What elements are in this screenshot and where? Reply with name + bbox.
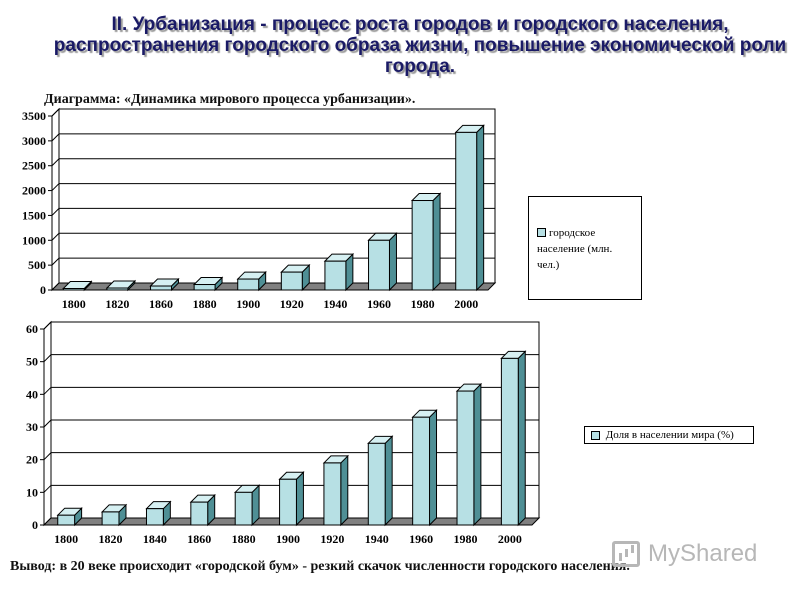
x-tick-label: 1900 — [236, 297, 260, 311]
y-tick-label: 0 — [32, 518, 38, 532]
bar — [280, 271, 303, 291]
y-tick-label: 30 — [26, 420, 38, 434]
bar — [500, 357, 519, 526]
y-tick-label: 2000 — [22, 184, 46, 198]
bar — [323, 462, 342, 526]
y-tick-label: 10 — [26, 485, 38, 499]
bar-side — [429, 408, 438, 527]
bar — [456, 390, 475, 526]
x-tick-label: 1920 — [320, 532, 344, 546]
y-tick-label: 2500 — [22, 159, 46, 173]
bar-side — [340, 454, 349, 527]
x-tick-label: 1820 — [99, 532, 123, 546]
watermark-logo: MyShared — [612, 538, 800, 578]
urban-population-chart: 0 500 1000 1500 2000 2500 3000 3500 1800 1820 1860… — [22, 107, 497, 311]
presentation-icon — [612, 541, 640, 567]
legend-urban-share: Доля в населении мира (%) — [584, 426, 754, 444]
conclusion-text: Вывод: в 20 веке происходит «городской б… — [10, 559, 630, 574]
gridline — [51, 183, 495, 191]
bar — [324, 260, 347, 291]
bar — [412, 416, 431, 526]
x-tick-label: 2000 — [454, 297, 478, 311]
plot-side-wall — [51, 107, 60, 292]
bar — [234, 491, 253, 526]
x-tick-label: 1860 — [187, 532, 211, 546]
bar — [57, 514, 76, 526]
urban-share-chart: 0 10 20 30 40 50 60 1800 1820 1840 1860 1880 1900 192… — [26, 320, 541, 546]
bar-side — [517, 350, 526, 527]
x-tick-label: 2000 — [498, 532, 522, 546]
x-tick-label: 1980 — [411, 297, 435, 311]
x-tick-label: 1900 — [276, 532, 300, 546]
y-tick-label: 60 — [26, 322, 38, 336]
y-tick-label: 500 — [28, 258, 46, 272]
bar — [367, 442, 386, 526]
x-tick-label: 1820 — [105, 297, 129, 311]
gridline — [51, 207, 495, 216]
legend-label-urban-population: городское население (млн. чел.) — [537, 227, 613, 271]
gridline — [43, 386, 539, 395]
x-tick-label: 1860 — [149, 297, 173, 311]
gridline — [43, 419, 539, 428]
x-tick-label: 1880 — [193, 297, 217, 311]
bar — [190, 501, 209, 526]
bar-side — [473, 382, 482, 527]
bar-side — [295, 471, 304, 527]
legend-label-urban-share: Доля в населении мира (%) — [605, 429, 734, 441]
bar — [150, 285, 172, 291]
x-tick-label: 1960 — [409, 532, 433, 546]
legend-swatch — [591, 430, 600, 440]
x-tick-label: 1940 — [365, 532, 389, 546]
bar-side — [388, 232, 397, 292]
gridline — [51, 108, 495, 117]
bar — [368, 239, 390, 291]
gridline — [43, 321, 539, 330]
y-tick-label: 3000 — [22, 134, 46, 148]
y-tick-label: 40 — [26, 387, 38, 401]
bar-side — [384, 435, 393, 527]
x-tick-label: 1960 — [367, 297, 391, 311]
x-tick-label: 1940 — [323, 297, 347, 311]
y-tick-label: 1500 — [22, 208, 46, 222]
gridline — [43, 354, 539, 363]
bar-side — [432, 192, 441, 292]
bar — [455, 131, 478, 291]
gridline — [51, 133, 495, 142]
bar — [62, 288, 85, 291]
slide-title: II. Урбанизация - процесс роста городов … — [53, 14, 787, 77]
bar — [101, 511, 120, 526]
x-tick-label: 1840 — [143, 532, 167, 546]
y-tick-label: 0 — [40, 283, 46, 297]
y-tick-label: 50 — [26, 355, 38, 369]
y-tick-label: 1000 — [22, 233, 46, 247]
bar — [237, 278, 260, 291]
gridline — [51, 232, 495, 241]
bar — [411, 200, 434, 291]
x-tick-label: 1880 — [232, 532, 256, 546]
legend-swatch — [537, 228, 546, 237]
watermark-text: MyShared — [648, 540, 758, 567]
bar — [145, 508, 164, 526]
legend-urban-population: городское население (млн. чел.) — [528, 196, 642, 300]
bar — [279, 478, 297, 526]
bar — [106, 287, 129, 291]
y-tick-label: 3500 — [22, 109, 46, 123]
x-tick-label: 1800 — [62, 297, 86, 311]
chart-caption: Диаграмма: «Динамика мирового процесса у… — [44, 92, 416, 107]
bar-side — [476, 124, 485, 292]
bar — [193, 284, 216, 291]
y-tick-label: 20 — [26, 453, 38, 467]
x-tick-label: 1920 — [280, 297, 304, 311]
x-tick-label: 1800 — [54, 532, 78, 546]
gridline — [51, 158, 495, 167]
x-tick-label: 1980 — [453, 532, 477, 546]
